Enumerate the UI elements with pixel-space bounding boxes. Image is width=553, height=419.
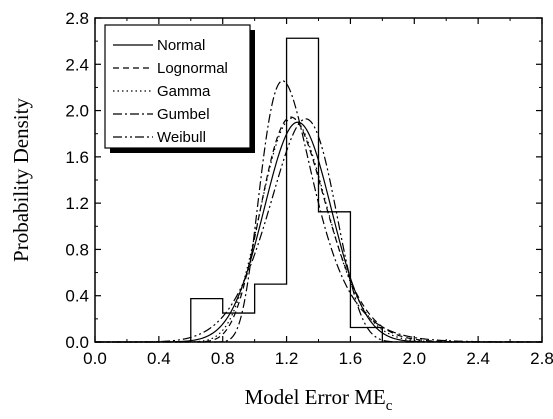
histogram — [190, 37, 384, 342]
y-axis-title: Probability Density — [9, 98, 33, 262]
y-tick-label: 0.0 — [65, 333, 89, 352]
x-tick-label: 2.8 — [530, 349, 553, 368]
x-tick-label: 0.8 — [211, 349, 235, 368]
y-tick-label: 2.8 — [65, 9, 89, 28]
y-tick-label: 0.8 — [65, 240, 89, 259]
axis-ticks: 0.0 0.4 0.8 1.2 1.6 2.0 2.4 2.8 0.0 0.4 0.8 1.2 1.6 2… — [65, 9, 553, 368]
legend-label-weibull: Weibull — [157, 129, 206, 146]
x-tick-label: 2.4 — [466, 349, 490, 368]
y-tick-label: 0.4 — [65, 287, 89, 306]
legend-label-lognormal: Lognormal — [157, 60, 228, 77]
y-tick-label: 1.2 — [65, 194, 89, 213]
x-axis-title-main: Model Error ME — [245, 385, 386, 409]
x-axis-title-subscript: c — [386, 398, 393, 414]
x-tick-label: 0.4 — [147, 349, 171, 368]
y-tick-label: 2.4 — [65, 55, 89, 74]
x-tick-label: 2.0 — [402, 349, 426, 368]
y-tick-label: 2.0 — [65, 102, 89, 121]
legend-label-normal: Normal — [157, 37, 205, 54]
x-tick-label: 1.2 — [275, 349, 299, 368]
y-tick-label: 1.6 — [65, 148, 89, 167]
x-tick-label: 1.6 — [339, 349, 363, 368]
x-tick-label: 0.0 — [83, 349, 107, 368]
x-axis-title: Model Error MEc — [245, 385, 393, 414]
legend-label-gumbel: Gumbel — [157, 106, 210, 123]
legend-label-gamma: Gamma — [157, 83, 211, 100]
legend: Normal Lognormal Gamma Gumbel Weibull — [104, 24, 255, 153]
